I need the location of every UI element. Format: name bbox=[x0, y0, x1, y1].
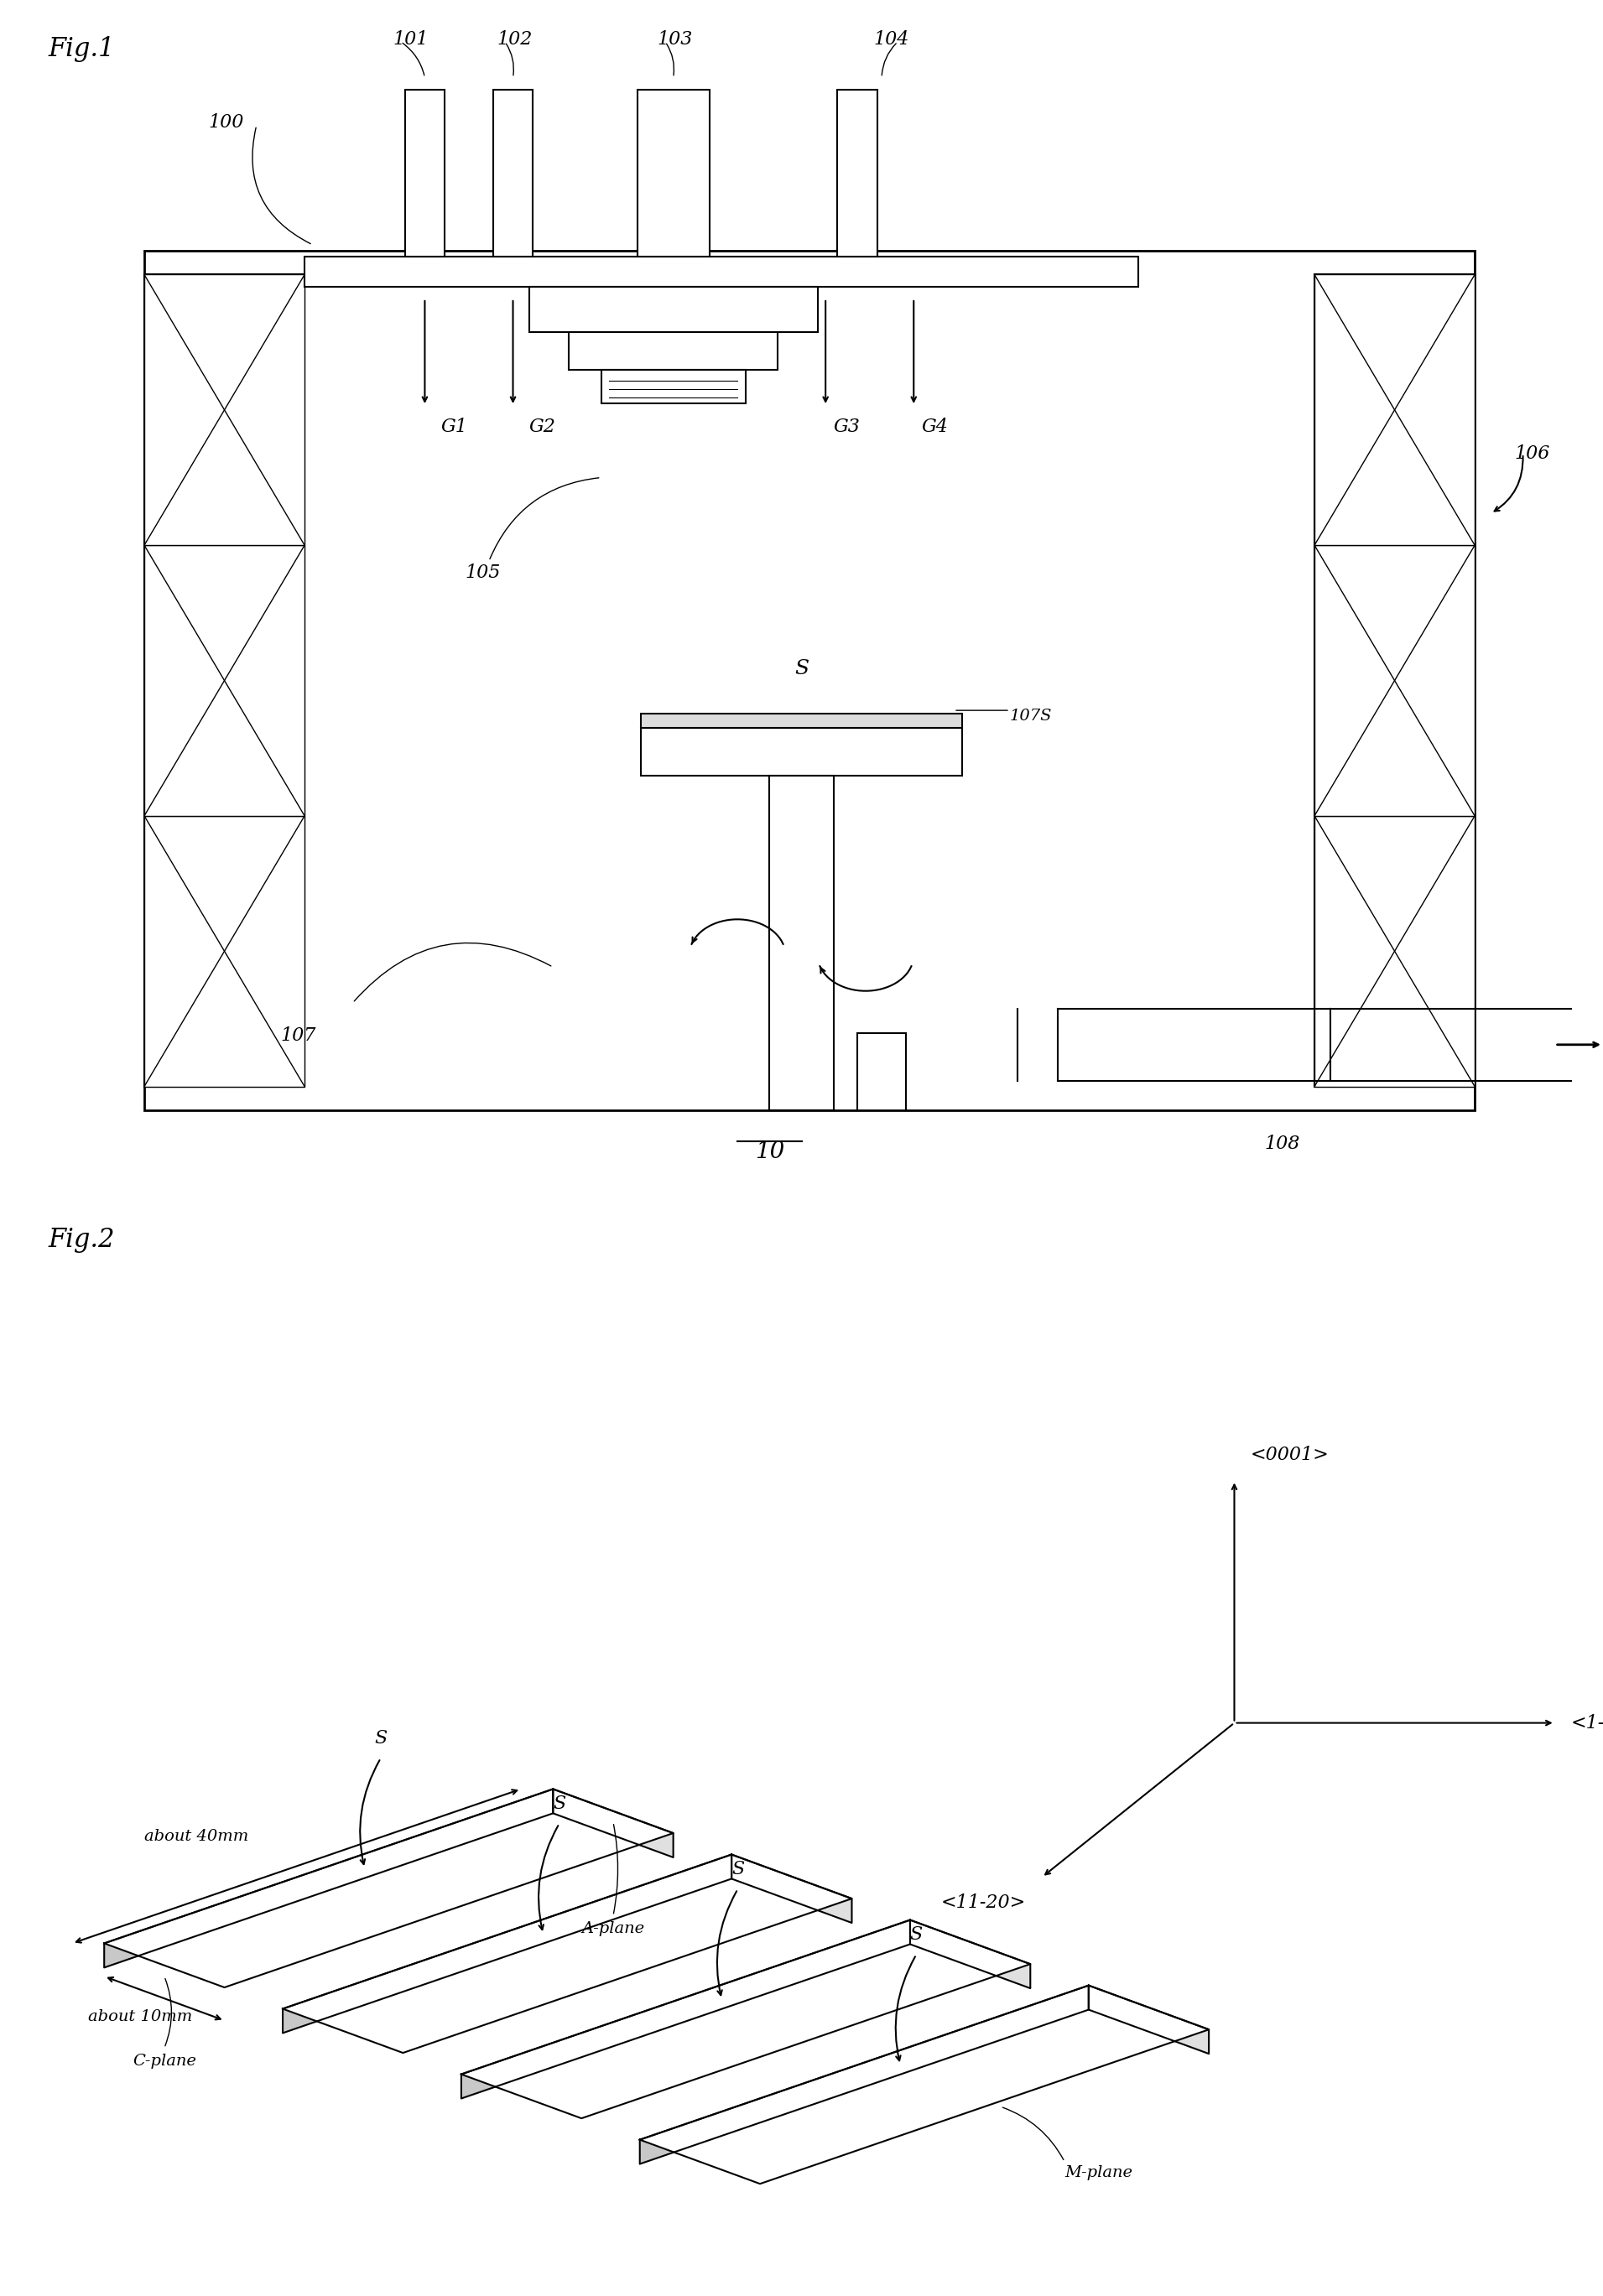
Bar bbox=[144, 250, 1475, 1111]
Bar bbox=[494, 90, 532, 257]
Text: 103: 103 bbox=[657, 30, 692, 48]
Bar bbox=[838, 90, 878, 257]
Polygon shape bbox=[104, 1789, 553, 1968]
Polygon shape bbox=[282, 1855, 851, 2053]
Text: S: S bbox=[795, 659, 808, 677]
Text: 108: 108 bbox=[1265, 1134, 1300, 1153]
Text: S: S bbox=[553, 1793, 566, 1812]
Bar bbox=[144, 276, 305, 544]
Polygon shape bbox=[640, 1986, 1088, 2163]
Polygon shape bbox=[553, 1789, 673, 1857]
Text: about 10mm: about 10mm bbox=[88, 2009, 192, 2025]
Bar bbox=[601, 370, 745, 404]
Bar bbox=[144, 276, 305, 1086]
Bar bbox=[1314, 544, 1475, 815]
Text: 10: 10 bbox=[755, 1141, 784, 1162]
Polygon shape bbox=[1088, 1986, 1209, 2053]
Polygon shape bbox=[911, 1919, 1031, 1988]
Text: G4: G4 bbox=[922, 418, 949, 436]
Text: 105: 105 bbox=[465, 565, 500, 583]
Bar bbox=[1314, 815, 1475, 1086]
Bar bbox=[529, 287, 818, 333]
Text: 102: 102 bbox=[497, 30, 532, 48]
Text: 107S: 107S bbox=[1010, 709, 1052, 723]
Text: <11-20>: <11-20> bbox=[941, 1894, 1026, 1913]
Text: 104: 104 bbox=[874, 30, 909, 48]
Text: S: S bbox=[911, 1924, 923, 1942]
Text: 101: 101 bbox=[393, 30, 428, 48]
Text: Fig.1: Fig.1 bbox=[48, 37, 115, 62]
Bar bbox=[144, 815, 305, 1086]
Bar bbox=[641, 714, 962, 728]
Polygon shape bbox=[282, 1855, 731, 2032]
Polygon shape bbox=[462, 1919, 911, 2099]
Bar bbox=[569, 333, 777, 370]
Polygon shape bbox=[462, 1919, 1031, 2119]
Text: <1-100>: <1-100> bbox=[1571, 1713, 1603, 1731]
Bar bbox=[1314, 276, 1475, 544]
Text: 106: 106 bbox=[1515, 445, 1550, 464]
Text: 100: 100 bbox=[208, 113, 244, 131]
Bar bbox=[305, 257, 1138, 287]
Text: about 40mm: about 40mm bbox=[144, 1830, 248, 1844]
Polygon shape bbox=[104, 1789, 673, 1988]
Polygon shape bbox=[731, 1855, 851, 1922]
Text: <0001>: <0001> bbox=[1250, 1446, 1329, 1465]
Text: C-plane: C-plane bbox=[133, 2053, 196, 2069]
Text: S: S bbox=[731, 1860, 744, 1878]
Polygon shape bbox=[640, 1986, 1209, 2183]
Bar bbox=[769, 776, 834, 1111]
Text: Fig.2: Fig.2 bbox=[48, 1226, 115, 1254]
Bar bbox=[638, 90, 709, 257]
Bar bbox=[406, 90, 446, 257]
Text: M-plane: M-plane bbox=[1064, 2165, 1133, 2181]
Text: A-plane: A-plane bbox=[582, 1922, 644, 1936]
Bar bbox=[144, 544, 305, 815]
Text: 107: 107 bbox=[281, 1026, 316, 1045]
Text: S: S bbox=[375, 1729, 386, 1747]
Bar bbox=[641, 728, 962, 776]
Bar bbox=[1314, 276, 1475, 1086]
Text: G1: G1 bbox=[441, 418, 468, 436]
Text: G3: G3 bbox=[834, 418, 861, 436]
Text: G2: G2 bbox=[529, 418, 556, 436]
